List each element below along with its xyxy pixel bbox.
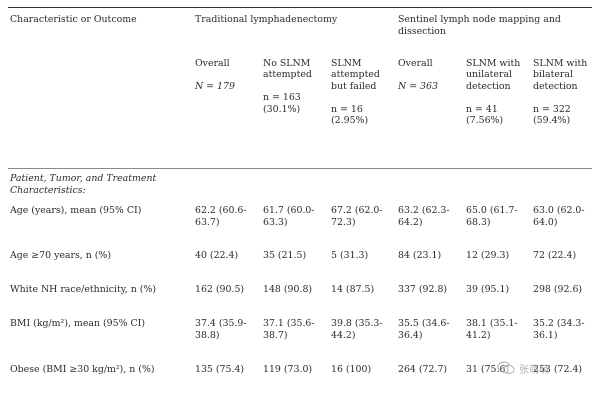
row-label-obese: Obese (BMI ≥30 kg/m²), n (%)	[10, 364, 155, 375]
cell: 35 (21.5)	[263, 250, 307, 261]
cell: 253 (72.4)	[533, 364, 583, 375]
cell: 298 (92.6)	[533, 284, 583, 295]
cell: 61.7 (60.0- 63.3)	[263, 205, 315, 228]
cell: 37.1 (35.6- 38.7)	[263, 318, 315, 341]
row-label-race: White NH race/ethnicity, n (%)	[10, 284, 157, 295]
cell: 5 (31.3)	[331, 250, 369, 261]
subheader-n: N = 179	[195, 80, 235, 92]
cell: 14 (87.5)	[331, 284, 375, 295]
subheader-label: SLNM with unilateral detection	[466, 57, 521, 92]
group-header-traditional: Traditional lymphadenectomy	[195, 14, 338, 25]
cell: 135 (75.4)	[195, 364, 245, 375]
table-top-rule	[8, 7, 592, 8]
subheader-unilateral: SLNM with unilateral detection n = 41 (7…	[466, 46, 520, 138]
subheader-label: No SLNM attempted	[263, 57, 312, 81]
cell: 12 (29.3)	[466, 250, 510, 261]
row-label-age-70: Age ≥70 years, n (%)	[10, 250, 111, 261]
cell: 16 (100)	[331, 364, 372, 375]
cell: 35.5 (34.6- 36.4)	[398, 318, 450, 341]
cell: 63.0 (62.0- 64.0)	[533, 205, 585, 228]
subheader-label: Overall	[398, 57, 433, 69]
cell: 62.2 (60.6- 63.7)	[195, 205, 247, 228]
cell: 337 (92.8)	[398, 284, 448, 295]
cell: 35.2 (34.3- 36.1)	[533, 318, 585, 341]
subheader-slnm-overall: Overall N = 363	[398, 46, 438, 104]
watermark: 张萌萌	[497, 358, 595, 378]
cell: 39 (95.1)	[466, 284, 510, 295]
section-title: Patient, Tumor, and Treatment Characteri…	[10, 173, 157, 196]
group-header-sentinel: Sentinel lymph node mapping and dissecti…	[398, 14, 561, 37]
cell: 63.2 (62.3- 64.2)	[398, 205, 450, 228]
wechat-icon	[497, 361, 515, 375]
subheader-bilateral: SLNM with bilateral detection n = 322 (5…	[533, 46, 587, 138]
cell: 162 (90.5)	[195, 284, 245, 295]
subheader-slnm-failed: SLNM attempted but failed n = 16 (2.95%)	[331, 46, 380, 138]
cell: 264 (72.7)	[398, 364, 448, 375]
cell: 67.2 (62.0- 72.3)	[331, 205, 383, 228]
subheader-label: SLNM with bilateral detection	[533, 57, 588, 92]
row-label-bmi-mean: BMI (kg/m²), mean (95% CI)	[10, 318, 145, 329]
cell: 38.1 (35.1- 41.2)	[466, 318, 518, 341]
subheader-label: SLNM attempted but failed	[331, 57, 380, 92]
cell: 37.4 (35.9- 38.8)	[195, 318, 247, 341]
cell: 65.0 (61.7- 68.3)	[466, 205, 518, 228]
cell: 31 (75.6)	[466, 364, 510, 375]
subheader-label: Overall	[195, 57, 230, 69]
subheader-trad-overall: Overall N = 179	[195, 46, 235, 104]
subheader-n: n = 163 (30.1%)	[263, 92, 301, 115]
cell: 84 (23.1)	[398, 250, 442, 261]
cell: 39.8 (35.3- 44.2)	[331, 318, 383, 341]
subheader-n: n = 16 (2.95%)	[331, 103, 369, 127]
column-header-characteristic: Characteristic or Outcome	[10, 14, 137, 25]
subheader-no-slnm: No SLNM attempted n = 163 (30.1%)	[263, 46, 312, 127]
cell: 72 (22.4)	[533, 250, 577, 261]
subheader-n: n = 322 (59.4%)	[533, 103, 571, 127]
watermark-text: 张萌萌	[519, 364, 549, 376]
row-label-age-mean: Age (years), mean (95% CI)	[10, 205, 142, 216]
cell: 119 (73.0)	[263, 364, 313, 375]
header-rule	[8, 168, 592, 169]
cell: 148 (90.8)	[263, 284, 313, 295]
subheader-n: n = 41 (7.56%)	[466, 103, 504, 127]
subheader-n: N = 363	[398, 80, 438, 92]
cell: 40 (22.4)	[195, 250, 239, 261]
